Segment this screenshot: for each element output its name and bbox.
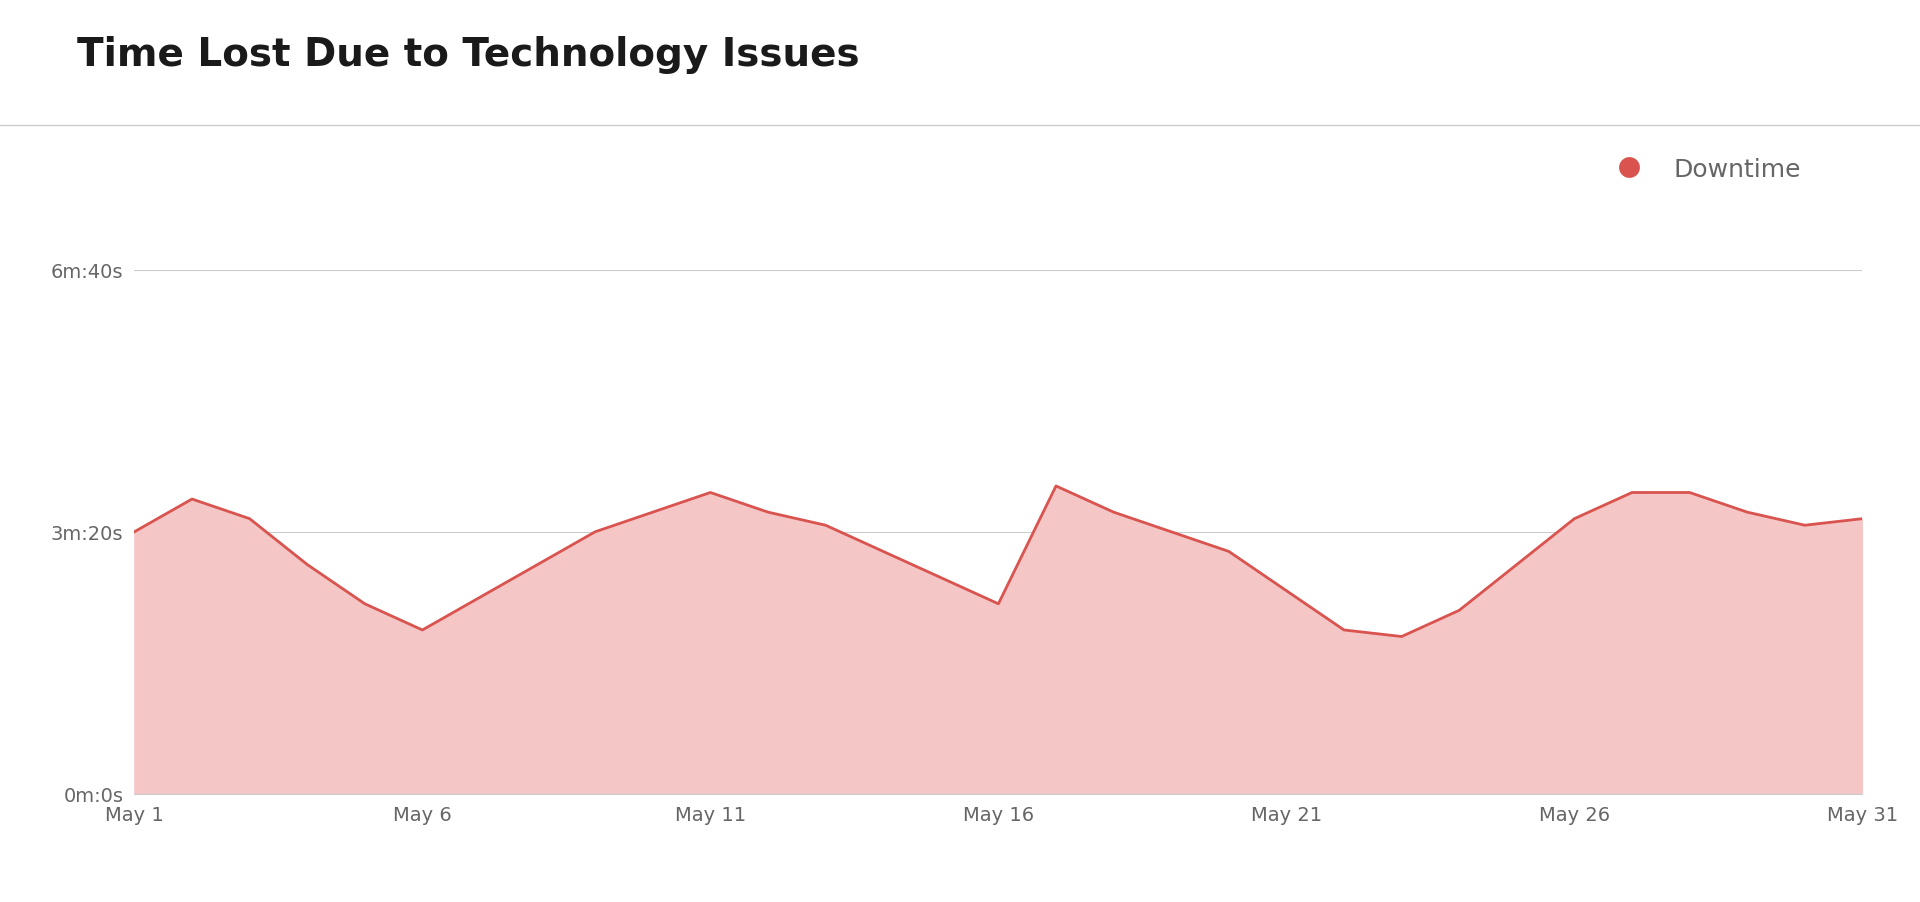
Text: Time Lost Due to Technology Issues: Time Lost Due to Technology Issues	[77, 36, 860, 74]
Legend: Downtime: Downtime	[1594, 148, 1811, 192]
